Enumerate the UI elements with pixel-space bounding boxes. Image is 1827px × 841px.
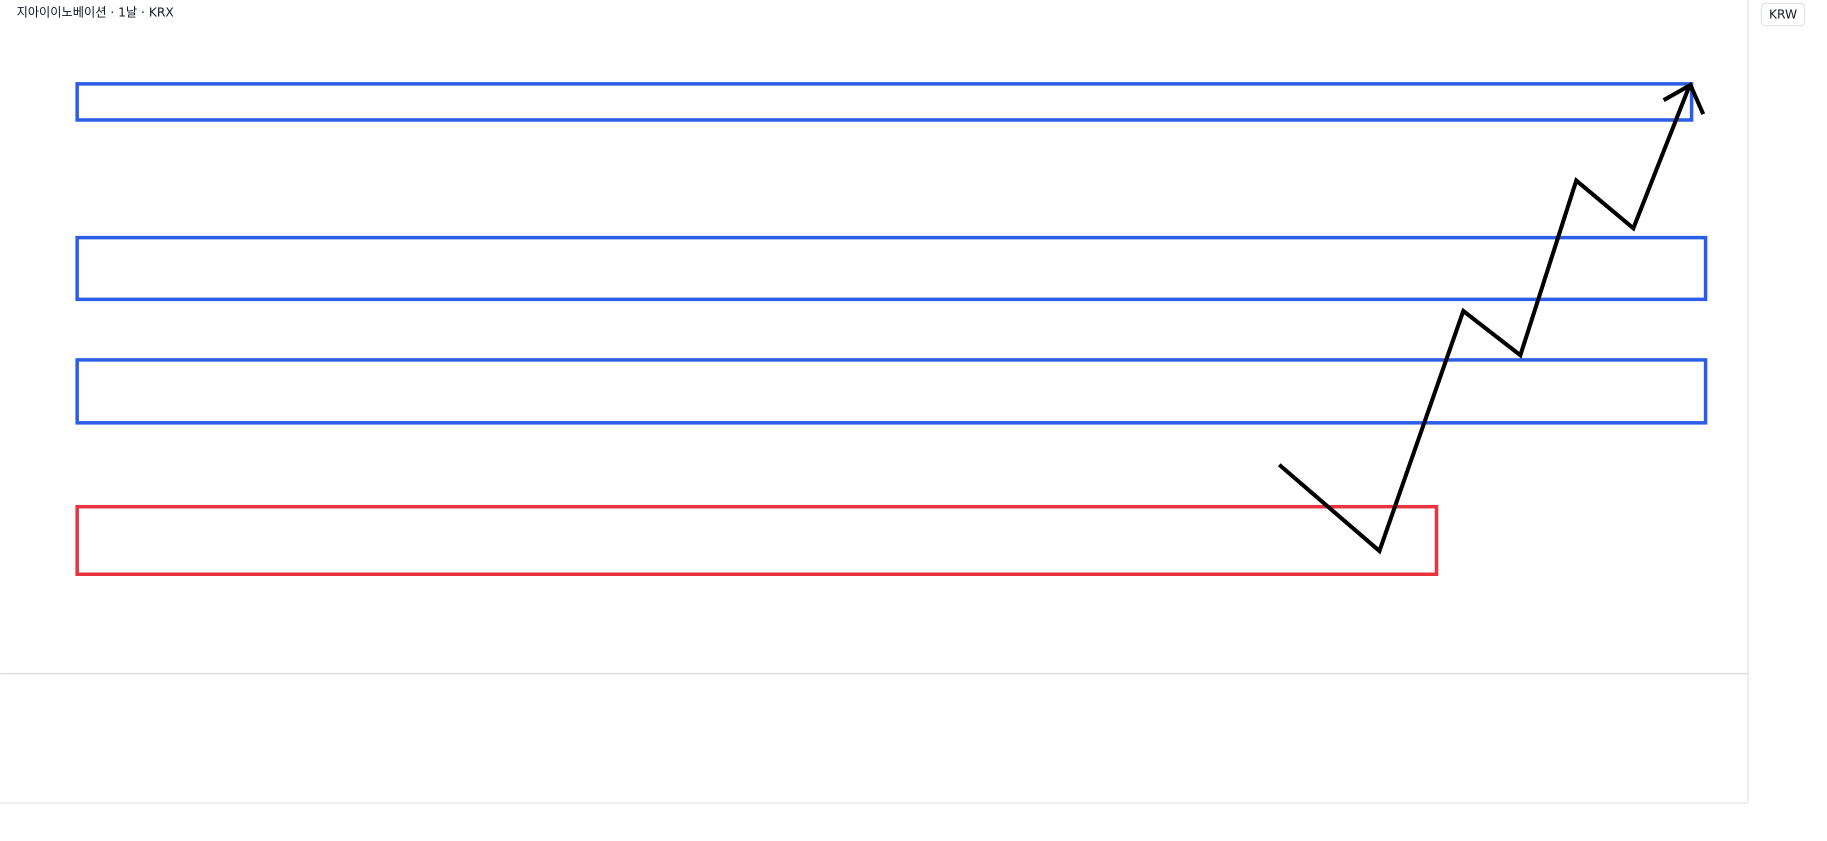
zone-box — [75, 235, 1708, 302]
chart-title: 지아이이노베이션 · 1날 · KRX — [17, 5, 174, 19]
zone-box — [75, 504, 1439, 577]
currency-box — [1760, 2, 1806, 27]
currency-label: KRW — [1769, 8, 1797, 22]
projection-path — [1277, 85, 1692, 555]
drawings — [75, 82, 1708, 577]
zone-box — [75, 82, 1694, 122]
zone-box — [75, 358, 1708, 425]
arrow-head — [1662, 82, 1706, 115]
